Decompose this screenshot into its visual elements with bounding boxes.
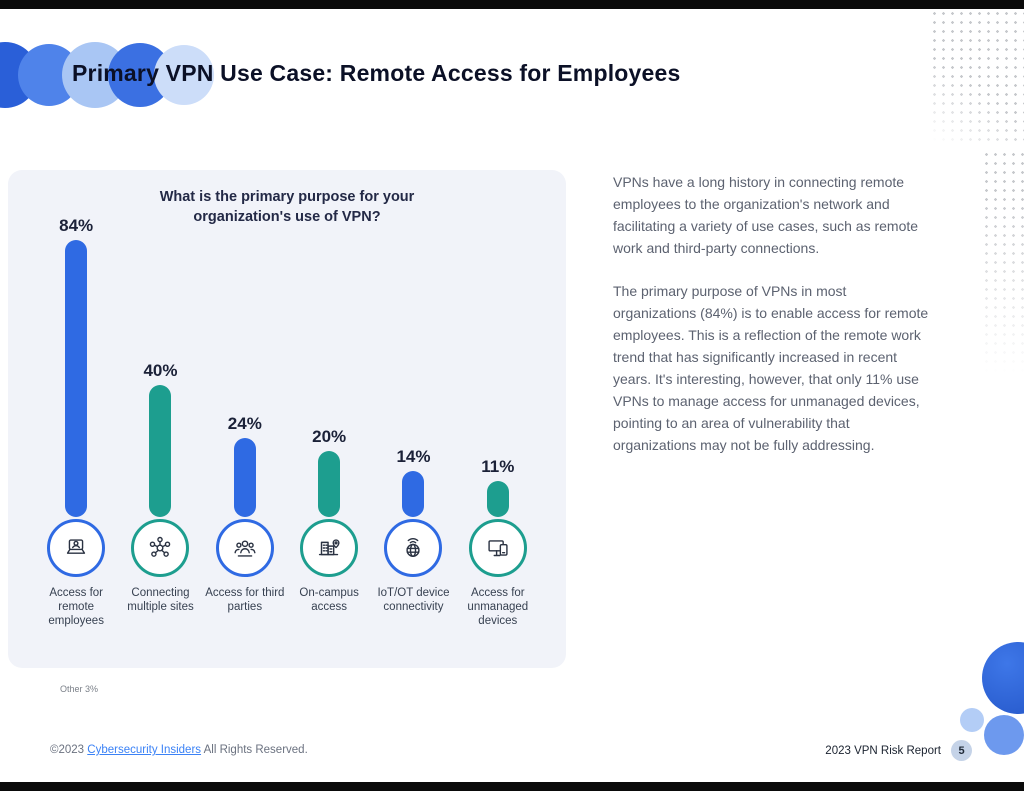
bar-column-on-campus: 20% On-campus access bbox=[287, 427, 371, 630]
footer-right: 2023 VPN Risk Report 5 bbox=[825, 740, 972, 761]
bar bbox=[318, 451, 341, 517]
bar bbox=[233, 438, 256, 517]
bar-category-label: Access for third parties bbox=[205, 587, 285, 614]
page-number-badge: 5 bbox=[951, 740, 972, 761]
page-title: Primary VPN Use Case: Remote Access for … bbox=[72, 60, 681, 86]
bar bbox=[486, 481, 509, 517]
dot-pattern-top-right bbox=[930, 9, 1024, 147]
bottom-edge-bar bbox=[0, 782, 1024, 791]
people-group-icon bbox=[215, 519, 274, 577]
bar bbox=[402, 471, 425, 517]
body-paragraph: The primary purpose of VPNs in most orga… bbox=[613, 282, 929, 453]
dot-pattern-right-edge bbox=[982, 150, 1024, 375]
remote-worker-icon bbox=[47, 519, 106, 577]
body-paragraph: VPNs have a long history in connecting r… bbox=[613, 174, 919, 256]
bar-column-iot-ot: 14% IoT/OT device connectivity bbox=[371, 447, 455, 630]
bar-column-multiple-sites: 40% bbox=[118, 361, 202, 630]
bar bbox=[65, 240, 88, 517]
chart-card: What is the primary purpose for your org… bbox=[8, 170, 566, 668]
bar-value-label: 11% bbox=[481, 457, 515, 476]
iot-globe-icon bbox=[384, 519, 443, 577]
decorative-circle-bottom-right-large bbox=[982, 642, 1024, 714]
copyright-suffix: All Rights Reserved. bbox=[203, 744, 308, 756]
chart-footnote: Other 3% bbox=[60, 684, 99, 694]
copyright-prefix: ©2023 bbox=[50, 744, 85, 756]
chart-title: What is the primary purpose for your org… bbox=[159, 189, 415, 225]
bar bbox=[149, 385, 172, 517]
decorative-circles-top-left bbox=[0, 40, 240, 112]
bar-column-remote-employees: 84% Access for remote employees bbox=[34, 216, 118, 630]
cybersecurity-insiders-link[interactable]: Cybersecurity Insiders bbox=[87, 744, 202, 756]
bar-value-label: 24% bbox=[227, 414, 262, 433]
bar-column-unmanaged-devices: 11% Access for unmanaged devices bbox=[456, 457, 540, 630]
top-edge-bar bbox=[0, 0, 1024, 9]
decorative-circle-bottom-right-medium bbox=[984, 715, 1024, 755]
bar-category-label: Access for remote employees bbox=[48, 587, 104, 628]
bar-chart: 84% Access for remote employees 40% bbox=[34, 214, 540, 630]
bar-category-label: IoT/OT device connectivity bbox=[377, 587, 450, 614]
body-text: VPNs have a long history in connecting r… bbox=[613, 172, 929, 478]
network-sites-icon bbox=[131, 519, 190, 577]
copyright: ©2023 Cybersecurity Insiders All Rights … bbox=[50, 744, 308, 756]
devices-icon bbox=[468, 519, 527, 577]
bar-column-third-parties: 24% Access for third parties bbox=[203, 414, 287, 630]
bar-category-label: On-campus access bbox=[299, 587, 359, 614]
bar-value-label: 40% bbox=[143, 361, 178, 380]
bar-value-label: 84% bbox=[59, 216, 94, 235]
bar-value-label: 14% bbox=[396, 447, 431, 466]
bar-category-label: Access for unmanaged devices bbox=[467, 587, 529, 628]
decorative-circle bbox=[154, 45, 214, 105]
decorative-circle-bottom-right-small bbox=[960, 708, 984, 732]
campus-buildings-icon bbox=[300, 519, 359, 577]
bar-category-label: Connecting multiple sites bbox=[127, 587, 194, 614]
bar-value-label: 20% bbox=[312, 427, 347, 446]
report-name: 2023 VPN Risk Report bbox=[825, 744, 941, 757]
